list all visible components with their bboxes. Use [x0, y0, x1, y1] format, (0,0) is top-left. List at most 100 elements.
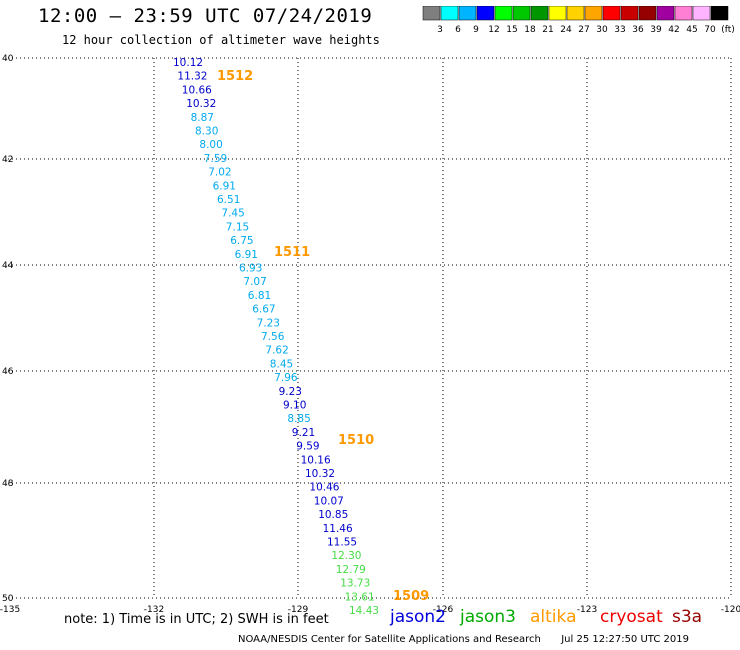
wave-height-reading: 8.85 — [287, 413, 310, 425]
wave-height-reading: 6.81 — [248, 290, 271, 302]
wave-height-reading: 6.93 — [239, 263, 262, 275]
colorbar-swatch — [494, 6, 513, 21]
wave-height-reading: 6.75 — [230, 235, 253, 247]
wave-height-reading: 12.30 — [331, 550, 361, 562]
wave-height-reading: 10.32 — [186, 98, 216, 110]
latitude-tick-label: 48 — [2, 479, 14, 489]
colorbar-swatch — [458, 6, 477, 21]
mission-label-altika: altika — [530, 607, 577, 627]
wave-height-reading: 6.91 — [235, 249, 258, 261]
wave-height-reading: 10.85 — [318, 509, 348, 521]
latitude-tick-label: 42 — [2, 155, 13, 165]
colorbar-label: 24 — [560, 25, 572, 34]
colorbar-swatch — [530, 6, 549, 21]
latitude-tick-label: 46 — [2, 367, 14, 377]
colorbar-swatch — [638, 6, 657, 21]
longitude-tick-label: -135 — [0, 605, 20, 615]
wave-height-reading: 7.56 — [261, 331, 285, 343]
wave-height-reading: 7.45 — [221, 208, 244, 220]
wave-height-reading: 8.45 — [270, 358, 293, 370]
longitude-tick-label: -126 — [433, 605, 454, 615]
colorbar-label: 21 — [542, 25, 553, 34]
pass-number-label: 1512 — [217, 69, 253, 84]
wave-height-reading: 7.23 — [257, 317, 280, 329]
colorbar-swatch — [512, 6, 531, 21]
wave-height-reading: 13.61 — [345, 591, 375, 603]
latitude-tick-label: 44 — [2, 261, 14, 271]
mission-label-cryosat: cryosat — [600, 607, 663, 627]
wave-height-reading: 10.07 — [314, 495, 344, 507]
latitude-tick-label: 40 — [2, 54, 14, 64]
wave-height-reading: 10.16 — [301, 454, 331, 466]
colorbar-label: 15 — [506, 25, 517, 34]
wave-height-reading: 12.79 — [336, 564, 366, 576]
wave-height-reading: 7.02 — [208, 167, 231, 179]
colorbar-swatch — [656, 6, 675, 21]
colorbar-label: 70 — [704, 25, 716, 34]
colorbar-label: 6 — [455, 25, 461, 34]
wave-height-reading: 7.96 — [274, 372, 298, 384]
units-note: note: 1) Time is in UTC; 2) SWH is in fe… — [64, 612, 329, 627]
chart-title: 12:00 – 23:59 UTC 07/24/2019 — [38, 5, 373, 27]
longitude-tick-label: -120 — [721, 605, 740, 615]
colorbar-label: 36 — [632, 25, 644, 34]
pass-number-labels: 1512 1511 1510 1509 — [217, 69, 429, 604]
wave-height-reading: 10.12 — [173, 57, 203, 69]
colorbar-swatch — [440, 6, 459, 21]
colorbar-label: 18 — [524, 25, 536, 34]
wave-height-reading: 7.62 — [265, 345, 288, 357]
credit-organization: NOAA/NESDIS Center for Satellite Applica… — [238, 634, 541, 645]
colorbar-swatch — [674, 6, 693, 21]
colorbar-swatch — [710, 6, 729, 21]
wave-height-reading: 9.59 — [296, 441, 319, 453]
generated-timestamp: Jul 25 12:27:50 UTC 2019 — [561, 634, 689, 645]
wave-height-reading: 9.23 — [279, 386, 302, 398]
axis-tick-labels: -135 -132 -129 -126 -123 -120 40 42 44 46 48 50 — [0, 54, 740, 615]
wave-height-reading: 6.51 — [217, 194, 240, 206]
mission-label-jason2: jason2 — [390, 607, 446, 627]
credit-line: NOAA/NESDIS Center for Satellite Applica… — [238, 634, 689, 645]
color-legend: 3 6 9 12 15 18 21 24 27 30 33 36 39 42 45 70 (ft) — [422, 6, 735, 34]
wave-height-reading: 10.66 — [182, 84, 212, 96]
longitude-tick-label: -129 — [288, 605, 309, 615]
wave-height-reading: 7.59 — [204, 153, 227, 165]
wave-height-reading: 6.67 — [252, 304, 275, 316]
wave-height-reading: 6.91 — [213, 180, 236, 192]
pass-number-label: 1510 — [338, 433, 374, 448]
colorbar-swatch — [620, 6, 639, 21]
colorbar-label: 33 — [614, 25, 625, 34]
colorbar-label: (ft) — [721, 25, 735, 34]
colorbar-label: 12 — [488, 25, 499, 34]
colorbar-swatch — [476, 6, 495, 21]
wave-height-reading: 10.46 — [309, 482, 339, 494]
colorbar-label: 27 — [578, 25, 589, 34]
mission-label-jason3: jason3 — [460, 607, 516, 627]
wave-height-reading: 8.00 — [199, 139, 222, 151]
colorbar-swatch — [584, 6, 603, 21]
colorbar-label: 3 — [437, 25, 443, 34]
chart-subtitle: 12 hour collection of altimeter wave hei… — [62, 33, 380, 47]
mission-label-s3a: s3a — [672, 607, 703, 627]
colorbar-label: 9 — [473, 25, 479, 34]
wave-height-reading: 11.55 — [327, 537, 357, 549]
longitude-tick-label: -123 — [577, 605, 597, 615]
colorbar-swatch — [566, 6, 585, 21]
colorbar-label: 42 — [668, 25, 679, 34]
colorbar-label: 39 — [650, 25, 662, 34]
colorbar-label: 45 — [686, 25, 697, 34]
pass-number-label: 1511 — [274, 245, 310, 260]
colorbar-label: 30 — [596, 25, 608, 34]
wave-height-reading: 7.07 — [243, 276, 266, 288]
wave-height-reading: 13.73 — [340, 578, 370, 590]
wave-height-reading: 7.15 — [226, 221, 249, 233]
colorbar-swatch — [548, 6, 567, 21]
colorbar-swatch — [422, 6, 441, 21]
wave-height-reading: 11.32 — [177, 71, 207, 83]
wave-height-reading: 14.43 — [349, 605, 379, 617]
colorbar-swatch — [602, 6, 621, 21]
wave-height-reading: 9.10 — [283, 400, 306, 412]
pass-number-label: 1509 — [393, 589, 429, 604]
map-grid — [8, 57, 732, 599]
